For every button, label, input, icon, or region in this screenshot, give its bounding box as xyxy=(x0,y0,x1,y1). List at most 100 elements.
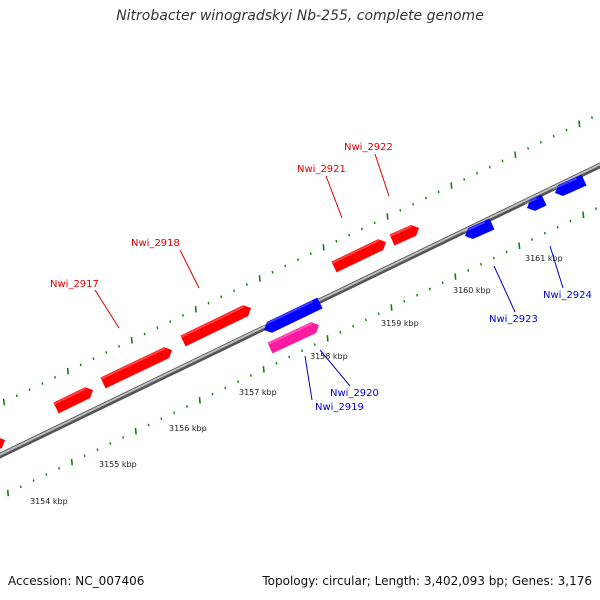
scale-label: 3157 kbp xyxy=(239,388,277,397)
gene-arrow-nwi-2920 xyxy=(267,322,319,354)
gene-arrow-nwi-2917 xyxy=(100,347,172,389)
forward-tick xyxy=(591,116,593,119)
forward-tick xyxy=(335,239,338,243)
forward-tick xyxy=(476,171,478,175)
forward-tick xyxy=(194,306,197,313)
gene-arrow-nwi-2918 xyxy=(180,305,251,347)
label-leaders xyxy=(94,153,564,401)
gene-arrow-nwi-2924a-shine xyxy=(524,197,538,205)
gene-arrow-nwi-2921-shine xyxy=(331,239,380,264)
forward-tick xyxy=(450,182,453,189)
forward-tick xyxy=(488,165,491,169)
reverse-tick xyxy=(147,423,150,427)
reverse-tick xyxy=(467,269,470,272)
scale-label: 3161 kbp xyxy=(525,254,563,263)
forward-tick xyxy=(233,289,236,293)
reverse-tick xyxy=(237,380,240,384)
reverse-tick xyxy=(134,427,137,435)
scale-label: 3160 kbp xyxy=(453,286,491,295)
forward-tick xyxy=(105,351,108,354)
reverse-tick xyxy=(70,458,73,466)
gene-arrow-nwi-2924 xyxy=(555,174,587,196)
reverse-tick xyxy=(275,361,278,365)
forward-tick xyxy=(79,363,82,367)
reverse-tick xyxy=(326,335,329,342)
reverse-tick xyxy=(352,324,355,328)
reverse-tick xyxy=(160,417,163,421)
reverse-tick xyxy=(454,273,457,280)
reverse-tick xyxy=(173,411,176,414)
forward-tick xyxy=(539,140,542,144)
forward-tick xyxy=(207,301,210,305)
reverse-tick xyxy=(32,479,35,482)
gene-arrow-nwi-2917-shine xyxy=(100,347,166,380)
reverse-tick xyxy=(492,256,495,260)
reverse-tick xyxy=(480,262,482,266)
reverse-tick xyxy=(122,436,125,439)
reverse-tick xyxy=(403,300,406,303)
forward-tick xyxy=(15,394,18,398)
gene-label-nwi-2919: Nwi_2919 xyxy=(315,402,364,413)
forward-tick xyxy=(501,159,504,163)
forward-tick xyxy=(143,332,146,336)
forward-tick xyxy=(258,275,261,282)
leader-nwi-2919 xyxy=(304,355,313,401)
reverse-tick xyxy=(390,304,393,311)
forward-tick xyxy=(463,178,466,181)
reverse-tick xyxy=(262,366,265,373)
reverse-tick xyxy=(211,392,214,396)
gene-arrow-nwi-2919-shine xyxy=(261,300,314,327)
forward-tick xyxy=(578,120,581,128)
reverse-tick xyxy=(441,281,444,285)
forward-tick xyxy=(92,357,95,361)
reverse-tick xyxy=(198,397,201,404)
reverse-tick xyxy=(364,318,367,322)
forward-tick xyxy=(118,345,121,348)
gene-arrow-nwi-2924a xyxy=(527,194,547,211)
scale-labels: 3154 kbp 3155 kbp 3156 kbp 3157 kbp 3158… xyxy=(30,254,563,506)
reverse-tick xyxy=(505,250,508,254)
reverse-tick xyxy=(109,442,112,445)
accession-text: Accession: NC_007406 xyxy=(8,574,145,588)
forward-tick xyxy=(130,336,133,344)
reverse-tick xyxy=(428,287,431,291)
forward-tick xyxy=(412,202,415,206)
gene-label-nwi-2924: Nwi_2924 xyxy=(543,290,592,301)
forward-tick xyxy=(527,147,530,150)
scale-label: 3155 kbp xyxy=(99,460,137,469)
forward-tick xyxy=(386,213,389,220)
reverse-tick xyxy=(224,386,227,390)
forward-tick xyxy=(220,295,223,299)
forward-tick xyxy=(424,196,427,200)
leader-nwi-2922 xyxy=(374,153,390,197)
forward-tick xyxy=(437,190,440,194)
leader-nwi-2917 xyxy=(94,289,120,329)
reverse-tick xyxy=(339,330,342,334)
gene-arrow-nwi-2919 xyxy=(264,297,323,333)
gene-arrows xyxy=(0,174,587,449)
reverse-tick-track xyxy=(6,207,597,497)
forward-tick xyxy=(245,283,248,286)
scale-label: 3156 kbp xyxy=(169,424,207,433)
reverse-tick xyxy=(543,231,546,235)
reverse-tick xyxy=(518,242,521,249)
reverse-tick xyxy=(595,207,597,210)
reverse-tick xyxy=(301,349,303,353)
forward-tick xyxy=(373,221,376,225)
reverse-tick xyxy=(569,219,572,223)
gene-arrow-nwi-2917a-shine xyxy=(53,387,87,405)
gene-label-nwi-2917: Nwi_2917 xyxy=(50,279,99,290)
gene-arrow-nwi-2924-shine xyxy=(552,177,578,190)
reverse-tick xyxy=(6,489,10,497)
forward-tick xyxy=(41,382,44,385)
reverse-tick xyxy=(288,355,291,359)
leader-nwi-2924 xyxy=(549,245,564,289)
reverse-tick xyxy=(416,293,419,297)
forward-tick xyxy=(399,209,402,212)
leader-nwi-2920 xyxy=(319,349,351,387)
forward-tick xyxy=(182,314,184,317)
leader-nwi-2921 xyxy=(325,175,343,219)
scale-label: 3159 kbp xyxy=(381,319,419,328)
gene-arrow-nwi-2920-shine xyxy=(267,322,313,345)
gene-label-nwi-2920: Nwi_2920 xyxy=(330,388,379,399)
